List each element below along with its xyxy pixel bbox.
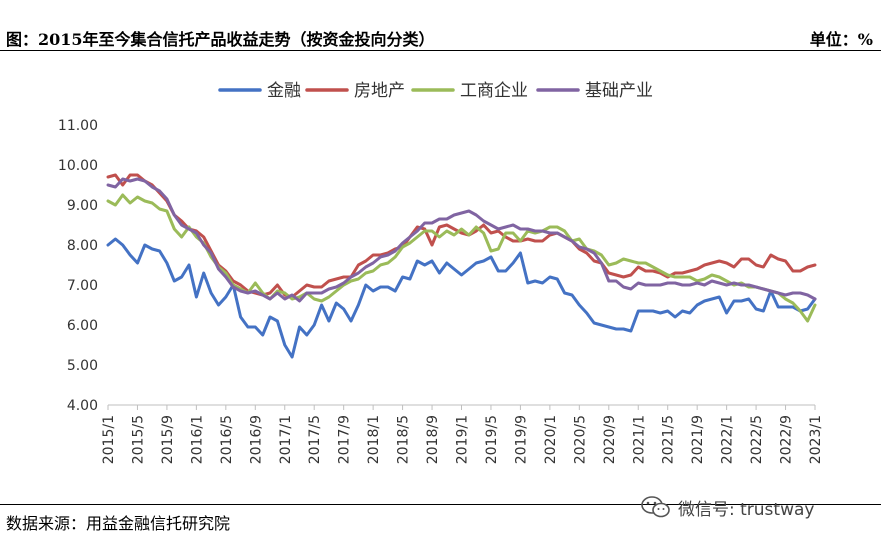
- x-tick-label: 2019/1: [455, 415, 471, 464]
- x-tick-label: 2019/5: [484, 415, 500, 464]
- y-tick-label: 5.00: [67, 358, 98, 374]
- y-tick-label: 11.00: [58, 118, 98, 134]
- x-tick-label: 2018/5: [396, 415, 412, 464]
- x-tick-label: 2021/5: [661, 415, 677, 464]
- x-axis: 2015/1 2015/5 2015/9 2016/1 2016/5 2016/9 2017…: [101, 404, 824, 464]
- footer-rule: [0, 504, 881, 505]
- y-tick-label: 8.00: [67, 238, 98, 254]
- unit-label: 单位：%: [809, 30, 873, 49]
- y-tick-label: 9.00: [67, 198, 98, 214]
- legend-label: 房地产: [354, 81, 405, 101]
- x-tick-label: 2016/5: [219, 415, 235, 464]
- y-tick-label: 10.00: [58, 158, 98, 174]
- series-line-房地产: [106, 173, 817, 299]
- x-tick-label: 2020/5: [572, 415, 588, 464]
- series-line-基础产业: [106, 177, 817, 303]
- watermark-text: 微信号: trustway: [678, 499, 815, 520]
- x-tick-label: 2016/9: [248, 415, 264, 464]
- header-rule: [0, 50, 881, 51]
- x-tick-label: 2015/5: [130, 415, 146, 464]
- legend-label: 金融: [267, 81, 301, 101]
- y-tick-label: 4.00: [67, 398, 98, 414]
- x-tick-label: 2018/9: [425, 415, 441, 464]
- x-tick-label: 2015/9: [160, 415, 176, 464]
- y-axis: 4.00 5.00 6.00 7.00 8.00 9.00 10.00 11.00: [58, 118, 98, 414]
- x-tick-label: 2021/9: [690, 415, 706, 464]
- x-tick-label: 2020/1: [543, 415, 559, 464]
- x-tick-label: 2017/5: [307, 415, 323, 464]
- x-tick-label: 2016/1: [189, 415, 205, 464]
- x-tick-label: 2022/1: [720, 415, 736, 464]
- x-tick-label: 2017/1: [278, 415, 294, 464]
- x-tick-label: 2020/9: [602, 415, 618, 464]
- series-line-金融: [106, 237, 817, 359]
- legend: 金融 房地产 工商企业 基础产业: [218, 81, 653, 101]
- series-lines: [106, 173, 817, 359]
- chart-title: 图：2015年至今集合信托产品收益走势（按资金投向分类）: [6, 30, 435, 49]
- x-tick-label: 2015/1: [101, 415, 117, 464]
- series-line-工商企业: [106, 193, 817, 323]
- x-tick-label: 2022/9: [779, 415, 795, 464]
- x-tick-label: 2023/1: [808, 415, 824, 464]
- y-tick-label: 7.00: [67, 278, 98, 294]
- y-tick-label: 6.00: [67, 318, 98, 334]
- legend-label: 工商企业: [460, 81, 528, 101]
- watermark: 微信号: trustway: [640, 493, 860, 521]
- data-source: 数据来源：用益金融信托研究院: [6, 514, 231, 533]
- x-tick-label: 2021/1: [631, 415, 647, 464]
- legend-label: 基础产业: [585, 81, 653, 101]
- x-tick-label: 2019/9: [513, 415, 529, 464]
- x-tick-label: 2018/1: [366, 415, 382, 464]
- x-tick-label: 2022/5: [749, 415, 765, 464]
- x-tick-label: 2017/9: [337, 415, 353, 464]
- wechat-icon: [641, 496, 670, 518]
